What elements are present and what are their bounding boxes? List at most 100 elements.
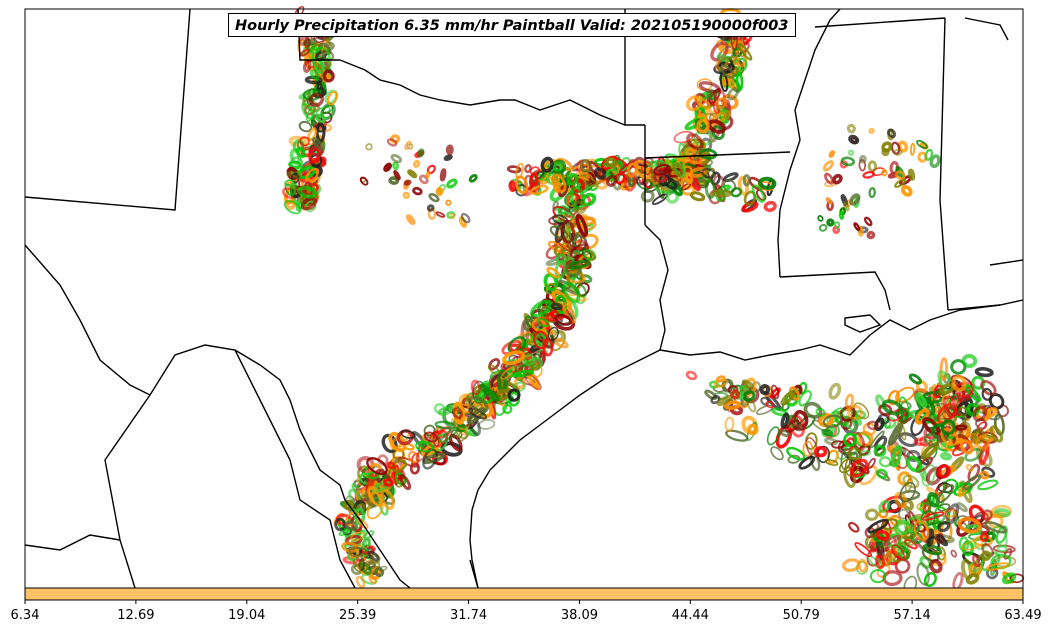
precip-blob [309, 69, 320, 81]
precip-blob [828, 150, 836, 158]
precip-blob [587, 171, 597, 185]
precip-blob [439, 168, 447, 182]
precip-blob [327, 91, 338, 106]
border-rio-grande [24, 244, 411, 589]
precip-blob [956, 501, 968, 513]
precip-blob [678, 142, 686, 160]
precip-blob [847, 404, 863, 421]
precip-blob [443, 154, 453, 162]
precip-blob [366, 457, 388, 476]
precip-blob [422, 448, 438, 470]
precip-blob [899, 409, 909, 424]
precip-blob [876, 468, 888, 479]
precip-blob [386, 138, 398, 147]
precip-blob [895, 386, 915, 403]
precip-blob [732, 55, 740, 66]
precip-blob [769, 387, 781, 399]
precip-blob [286, 171, 302, 179]
precip-blob [959, 427, 971, 442]
precip-blob [500, 366, 516, 380]
precip-blob [822, 160, 834, 172]
precip-blob [561, 302, 577, 324]
colorbar-tick-label: 6.34 [10, 608, 40, 623]
precip-blob [981, 387, 993, 401]
precip-blob [887, 389, 900, 406]
precip-blob [575, 213, 589, 238]
precip-blob [979, 470, 990, 480]
precip-blob [417, 148, 425, 158]
precip-blob [550, 302, 563, 310]
precip-blob [857, 225, 864, 237]
precip-blob [844, 393, 855, 409]
precip-blob [770, 446, 784, 461]
precip-blob [487, 364, 500, 375]
map-frame [24, 8, 1024, 589]
precip-blob [893, 148, 903, 156]
precip-blob [882, 534, 901, 547]
precip-blob [893, 521, 914, 536]
precip-blob [944, 507, 958, 521]
precip-blob [315, 114, 326, 123]
precip-blob [894, 178, 907, 188]
precip-blob [977, 479, 999, 491]
precip-blob [929, 154, 941, 169]
precip-blob [284, 179, 294, 187]
precip-blob [520, 332, 538, 344]
precip-blob [298, 120, 313, 133]
precipitation-blobs [281, 5, 1025, 594]
coast-louisiana [659, 299, 1024, 361]
precip-blob [957, 516, 982, 534]
precip-blob [846, 123, 856, 134]
precip-blob [367, 550, 380, 562]
precip-blob [824, 459, 839, 466]
precip-blob [873, 444, 887, 457]
precip-blob [862, 171, 876, 179]
precip-blob [936, 402, 957, 425]
precip-blob [916, 139, 928, 149]
precip-blob [798, 455, 816, 470]
precip-blob [653, 164, 671, 176]
precip-blob [479, 383, 500, 402]
precip-blob [304, 37, 311, 49]
precip-blob [545, 283, 558, 296]
precip-blob [640, 189, 655, 203]
precip-blob [908, 373, 923, 385]
border-mexico-coahuila [234, 349, 356, 589]
precip-blob [863, 216, 873, 227]
precip-blob [701, 168, 717, 179]
precip-blob [922, 417, 941, 436]
precip-blob [881, 168, 888, 177]
precip-blob [862, 422, 877, 437]
precip-blob [508, 180, 517, 193]
precip-blob [455, 415, 471, 431]
precip-blob [743, 190, 757, 207]
precip-blob [843, 432, 858, 447]
precip-blob [713, 378, 728, 389]
precip-blob [984, 407, 998, 418]
precip-blob [426, 204, 435, 212]
precip-blob [380, 488, 395, 510]
precip-blob [910, 415, 925, 436]
precip-blob [974, 367, 994, 378]
precip-blob [579, 158, 593, 174]
precip-blob [921, 464, 936, 487]
precip-blob [908, 168, 916, 181]
precip-blob [715, 97, 728, 110]
precip-blob [940, 452, 952, 461]
precip-blob [322, 69, 335, 83]
border-mississippi [777, 8, 841, 278]
precip-blob [412, 159, 421, 168]
precip-blob [468, 395, 489, 414]
precip-blob [569, 243, 590, 259]
precip-blob [916, 562, 930, 586]
precip-blob [322, 104, 334, 115]
precip-blob [993, 508, 1011, 518]
precip-blob [706, 88, 714, 101]
precip-blob [959, 439, 974, 455]
precip-blob [708, 380, 719, 389]
precip-blob [857, 430, 874, 447]
precip-blob [552, 177, 561, 194]
precip-blob [689, 191, 706, 202]
precip-blob [502, 350, 526, 366]
precip-blob [961, 539, 984, 551]
